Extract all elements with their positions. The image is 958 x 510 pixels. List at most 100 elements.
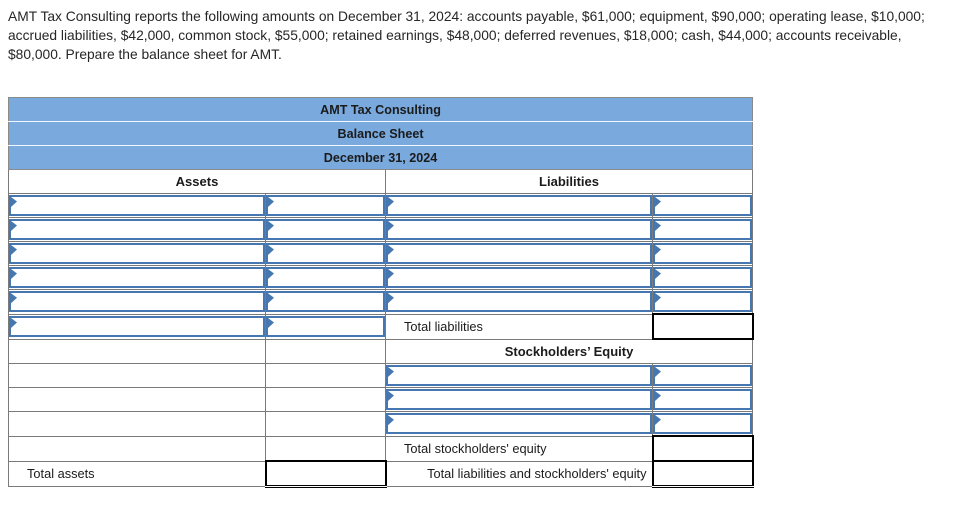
- table-row: [8, 241, 754, 266]
- equity-account-cell: [385, 411, 653, 437]
- liability-amount-cell: [651, 217, 754, 242]
- table-row: [8, 193, 754, 218]
- liability-account-dropdown[interactable]: [386, 291, 652, 313]
- dropdown-flag-icon: [388, 245, 394, 255]
- asset-amount-cell: [265, 217, 386, 242]
- equity-amount-input[interactable]: [653, 413, 752, 434]
- dropdown-flag-icon: [11, 221, 17, 231]
- total-stockholders-equity-label: Total stockholders' equity: [385, 435, 653, 462]
- dropdown-flag-icon: [655, 415, 661, 425]
- empty-cell: [265, 435, 386, 462]
- table-row: [8, 411, 754, 437]
- table-row: Total stockholders' equity: [8, 435, 754, 462]
- liability-account-dropdown[interactable]: [386, 195, 652, 216]
- total-liabilities-and-equity-label: Total liabilities and stockholders' equi…: [385, 460, 653, 487]
- company-name: AMT Tax Consulting: [7, 97, 754, 122]
- asset-amount-input[interactable]: [266, 219, 385, 240]
- asset-amount-input[interactable]: [266, 195, 385, 216]
- liability-amount-input[interactable]: [653, 291, 752, 312]
- asset-account-cell: [8, 289, 266, 315]
- dropdown-flag-icon: [11, 269, 17, 279]
- liability-amount-cell: [651, 241, 754, 266]
- equity-amount-cell: [651, 411, 754, 437]
- liability-amount-input[interactable]: [653, 219, 752, 240]
- asset-amount-cell: [265, 241, 386, 266]
- empty-cell: [8, 363, 266, 388]
- total-stockholders-equity-value-cell: [651, 435, 754, 462]
- dropdown-flag-icon: [268, 197, 274, 207]
- empty-cell: [265, 338, 386, 364]
- liability-amount-input[interactable]: [653, 267, 752, 288]
- dropdown-flag-icon: [655, 391, 661, 401]
- dropdown-flag-icon: [655, 245, 661, 255]
- table-row: [8, 387, 754, 412]
- liability-amount-cell: [651, 289, 754, 315]
- asset-account-dropdown[interactable]: [9, 291, 265, 313]
- asset-amount-cell: [265, 289, 386, 315]
- asset-account-dropdown[interactable]: [9, 243, 265, 264]
- dropdown-flag-icon: [268, 245, 274, 255]
- dropdown-flag-icon: [11, 197, 17, 207]
- table-row: [8, 265, 754, 290]
- asset-amount-input[interactable]: [266, 267, 385, 288]
- dropdown-flag-icon: [655, 367, 661, 377]
- asset-account-cell: [8, 241, 266, 266]
- asset-amount-input[interactable]: [266, 243, 385, 264]
- liability-account-cell: [385, 241, 653, 266]
- dropdown-flag-icon: [388, 269, 394, 279]
- dropdown-flag-icon: [388, 197, 394, 207]
- dropdown-flag-icon: [655, 221, 661, 231]
- empty-cell: [265, 387, 386, 412]
- dropdown-flag-icon: [11, 318, 17, 328]
- empty-cell: [8, 435, 266, 462]
- equity-account-dropdown[interactable]: [386, 365, 652, 386]
- liability-account-cell: [385, 217, 653, 242]
- asset-account-dropdown[interactable]: [9, 195, 265, 216]
- dropdown-flag-icon: [268, 318, 274, 328]
- table-row: [8, 217, 754, 242]
- table-row: [8, 363, 754, 388]
- dropdown-flag-icon: [268, 269, 274, 279]
- table-row: Total liabilities: [8, 313, 754, 340]
- equity-amount-input[interactable]: [653, 389, 752, 410]
- liability-account-dropdown[interactable]: [386, 243, 652, 264]
- total-liabilities-value-cell: [651, 313, 754, 340]
- total-assets-label: Total assets: [8, 460, 266, 487]
- problem-text: AMT Tax Consulting reports the following…: [8, 9, 925, 62]
- liabilities-header: Liabilities: [384, 169, 754, 194]
- equity-amount-cell: [651, 387, 754, 412]
- asset-account-dropdown[interactable]: [9, 267, 265, 288]
- equity-amount-input[interactable]: [653, 365, 752, 386]
- equity-account-dropdown[interactable]: [386, 389, 652, 410]
- statement-title-row: Balance Sheet: [7, 121, 754, 146]
- assets-header: Assets: [8, 169, 386, 194]
- statement-title: Balance Sheet: [7, 121, 754, 146]
- dropdown-flag-icon: [11, 293, 17, 304]
- dropdown-flag-icon: [388, 293, 394, 304]
- dropdown-flag-icon: [655, 293, 661, 303]
- liability-amount-input[interactable]: [653, 243, 752, 264]
- total-assets-value-cell: [264, 460, 387, 488]
- asset-amount-input[interactable]: [266, 291, 385, 313]
- table-row: Total assets Total liabilities and stock…: [8, 460, 754, 488]
- empty-cell: [8, 411, 266, 437]
- equity-account-dropdown[interactable]: [386, 413, 652, 435]
- asset-account-cell: [8, 313, 266, 340]
- liability-amount-input[interactable]: [653, 195, 752, 216]
- balance-sheet-table: AMT Tax Consulting Balance Sheet Decembe…: [7, 97, 754, 488]
- dropdown-flag-icon: [655, 269, 661, 279]
- empty-cell: [265, 411, 386, 437]
- liability-amount-cell: [651, 265, 754, 290]
- equity-account-cell: [385, 387, 653, 412]
- asset-account-cell: [8, 217, 266, 242]
- asset-amount-input[interactable]: [266, 316, 385, 337]
- dropdown-flag-icon: [11, 245, 17, 255]
- statement-date: December 31, 2024: [7, 145, 754, 170]
- asset-account-dropdown[interactable]: [9, 316, 265, 337]
- section-header-row: Assets Liabilities: [8, 169, 754, 194]
- liability-account-dropdown[interactable]: [386, 219, 652, 240]
- stockholders-equity-header: Stockholders’ Equity: [384, 338, 754, 364]
- liability-account-dropdown[interactable]: [386, 267, 652, 288]
- asset-account-dropdown[interactable]: [9, 219, 265, 240]
- liability-account-cell: [385, 265, 653, 290]
